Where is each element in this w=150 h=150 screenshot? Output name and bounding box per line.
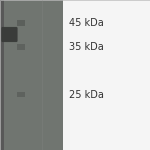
Bar (17, 20, 25, 26)
Bar (17, 92, 25, 97)
Text: 25 kDa: 25 kDa (69, 90, 104, 99)
Bar (0, 0, 63, 150)
Text: 45 kDa: 45 kDa (69, 18, 104, 28)
FancyBboxPatch shape (3, 29, 16, 40)
Bar (0, 0, 4, 150)
FancyBboxPatch shape (2, 28, 17, 41)
Bar (63, 0, 150, 150)
FancyBboxPatch shape (2, 27, 17, 42)
Bar (17, 44, 25, 50)
FancyBboxPatch shape (3, 28, 16, 41)
FancyBboxPatch shape (1, 27, 18, 42)
Text: 35 kDa: 35 kDa (69, 42, 104, 52)
